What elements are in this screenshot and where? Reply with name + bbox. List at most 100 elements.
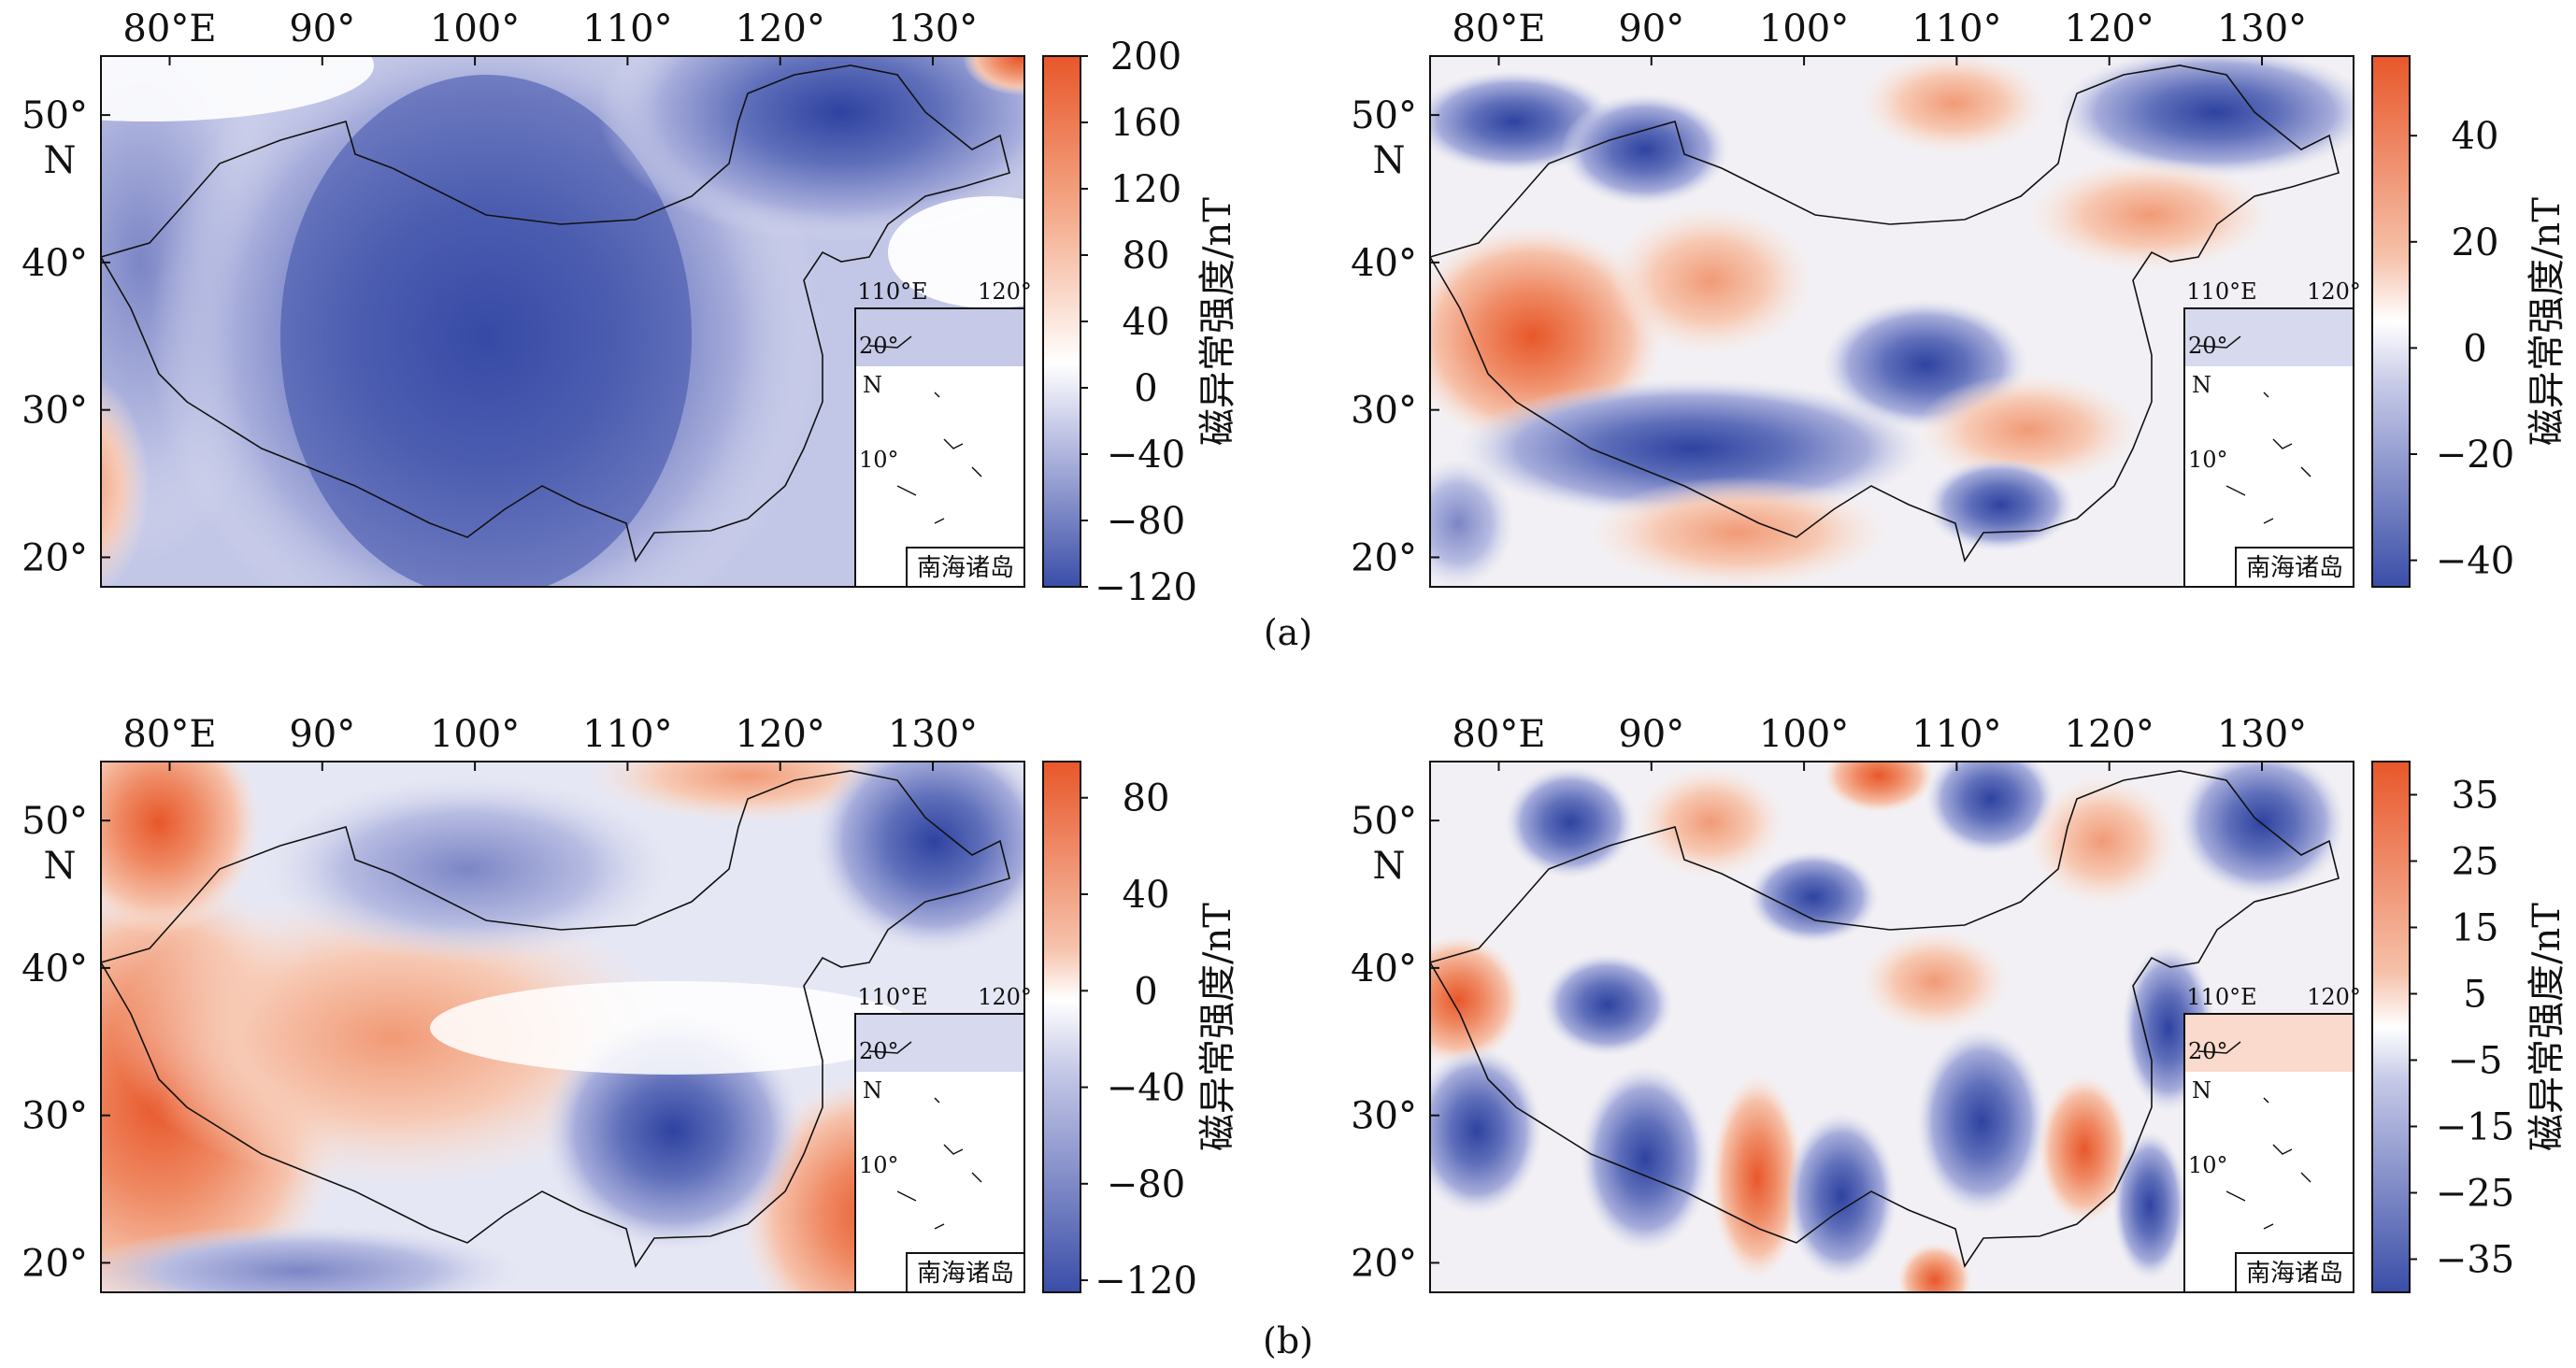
inset-n-label: N xyxy=(2192,1077,2211,1104)
inset-xtick: 110°E xyxy=(2186,984,2256,1010)
lat-tick-label: 50° xyxy=(21,94,88,137)
lon-tick-label: 130° xyxy=(888,713,978,756)
inset-ytick: 20° xyxy=(2188,333,2228,359)
lon-tick-label: 120° xyxy=(2065,7,2154,50)
inset-xtick: 110°E xyxy=(857,278,927,305)
lon-tick-label: 120° xyxy=(736,713,825,756)
colorbar-tick-label: 160 xyxy=(1110,102,1181,145)
inset-n-label: N xyxy=(863,372,882,398)
inset-xtick: 110°E xyxy=(857,984,927,1010)
inset-ytick: 20° xyxy=(859,333,899,359)
china-border-a-right xyxy=(1428,64,2340,563)
lat-tick-label: 50° xyxy=(1351,800,1417,843)
lat-tick-label: 50° xyxy=(1351,94,1417,137)
lon-tick-label: 110° xyxy=(582,713,672,756)
colorbar-tick-label: −5 xyxy=(2448,1040,2503,1083)
inset-ytick: 10° xyxy=(2188,1152,2228,1178)
lat-tick-label: 20° xyxy=(21,1242,88,1285)
colorbar-a-right xyxy=(2371,55,2411,588)
colorbar-tick-label: −20 xyxy=(2436,434,2514,477)
colorbar-tick-label: 80 xyxy=(1123,777,1170,820)
lat-tick-label: 20° xyxy=(1351,536,1417,579)
lon-tick-label: 110° xyxy=(1911,7,2001,50)
lon-tick-label: 100° xyxy=(1759,713,1849,756)
caption-b: (b) xyxy=(1263,1320,1313,1361)
inset-ytick: 10° xyxy=(859,1152,899,1178)
inset-a-left xyxy=(854,307,1025,588)
lat-tick-label: 40° xyxy=(1351,948,1417,990)
colorbar-a-left xyxy=(1042,55,1081,588)
inset-label: 南海诸岛 xyxy=(2246,554,2343,582)
inset-label-box xyxy=(906,1252,1025,1293)
colorbar-tick-label: −120 xyxy=(1095,566,1197,609)
lon-tick-label: 90° xyxy=(289,7,355,50)
china-border-b-right xyxy=(1428,770,2340,1268)
colorbar-tick-label: −80 xyxy=(1107,1163,1185,1206)
lat-tick-label: 30° xyxy=(21,1095,88,1138)
inset-ytick: 10° xyxy=(2188,447,2228,473)
inset-n-label: N xyxy=(863,1077,882,1104)
colorbar-tick-label: −40 xyxy=(2436,540,2514,583)
colorbar-title: 磁异常强度/nT xyxy=(2526,197,2569,446)
lat-tick-label: 30° xyxy=(1351,1095,1417,1138)
lon-tick-label: 110° xyxy=(1911,713,2001,756)
colorbar-tick-label: 0 xyxy=(2463,327,2486,370)
lon-tick-label: 130° xyxy=(2217,7,2307,50)
colorbar-title: 磁异常强度/nT xyxy=(1196,903,1239,1151)
contour-field-b-left xyxy=(101,762,1024,1292)
colorbar-tick-label: 80 xyxy=(1123,235,1170,278)
colorbar-tick-label: 25 xyxy=(2452,841,2499,884)
colorbar-tick-label: 15 xyxy=(2452,907,2499,950)
map-panel-a-right xyxy=(1428,55,2354,588)
map-panel-b-right xyxy=(1428,761,2354,1293)
lat-tick-label: 40° xyxy=(1351,242,1417,285)
inset-n-label: N xyxy=(2192,372,2211,398)
lon-tick-label: 90° xyxy=(1618,7,1684,50)
colorbar-tick-label: −40 xyxy=(1107,1067,1185,1110)
lon-tick-label: 80°E xyxy=(1452,7,1545,50)
inset-b-right xyxy=(2183,1013,2354,1293)
colorbar-tick-label: 20 xyxy=(2452,221,2499,264)
lat-n-label: N xyxy=(1373,845,1406,888)
lat-tick-label: 30° xyxy=(21,390,88,433)
lon-tick-label: 80°E xyxy=(1452,713,1545,756)
inset-b-left xyxy=(854,1013,1025,1293)
colorbar-tick-label: −120 xyxy=(1095,1260,1197,1303)
inset-ytick: 20° xyxy=(859,1038,899,1064)
colorbar-tick-label: −35 xyxy=(2436,1239,2514,1282)
colorbar-tick-label: 40 xyxy=(1123,874,1170,917)
lon-tick-label: 130° xyxy=(888,7,978,50)
colorbar-tick-label: 0 xyxy=(1134,367,1157,410)
lat-tick-label: 20° xyxy=(1351,1242,1417,1285)
lon-tick-label: 120° xyxy=(2065,713,2154,756)
colorbar-title: 磁异常强度/nT xyxy=(2526,903,2569,1151)
colorbar-tick-label: 200 xyxy=(1110,36,1181,78)
lon-tick-label: 90° xyxy=(289,713,355,756)
inset-xtick: 110°E xyxy=(2186,278,2256,305)
lon-tick-label: 100° xyxy=(1759,7,1849,50)
colorbar-tick-label: 40 xyxy=(2452,115,2499,158)
inset-xtick: 120° xyxy=(2307,278,2361,305)
lat-n-label: N xyxy=(44,845,77,888)
colorbar-tick-label: −25 xyxy=(2436,1173,2514,1216)
colorbar-tick-label: −80 xyxy=(1107,500,1185,543)
text-layer: 80°E 90° 100° 110° 120° 130°50°40°30°20°N2001… xyxy=(21,7,2569,1361)
map-panel-a-left xyxy=(99,55,1025,588)
lon-tick-label: 120° xyxy=(736,7,825,50)
lat-tick-label: 50° xyxy=(21,800,88,843)
lon-tick-label: 80°E xyxy=(122,7,216,50)
inset-label: 南海诸岛 xyxy=(2246,1260,2343,1288)
lat-tick-label: 30° xyxy=(1351,390,1417,433)
inset-label-box xyxy=(2235,547,2354,588)
inset-a-right xyxy=(2183,307,2354,588)
lon-tick-label: 80°E xyxy=(122,713,216,756)
colorbar-tick-label: 120 xyxy=(1110,168,1181,211)
china-border-a-left xyxy=(99,64,1010,563)
lat-tick-label: 20° xyxy=(21,536,88,579)
lon-tick-label: 90° xyxy=(1618,713,1684,756)
colorbar-title: 磁异常强度/nT xyxy=(1196,197,1239,446)
lat-tick-label: 40° xyxy=(21,948,88,990)
colorbar-tick-label: 5 xyxy=(2463,974,2486,1017)
colorbar-tick-label: −15 xyxy=(2436,1106,2514,1149)
